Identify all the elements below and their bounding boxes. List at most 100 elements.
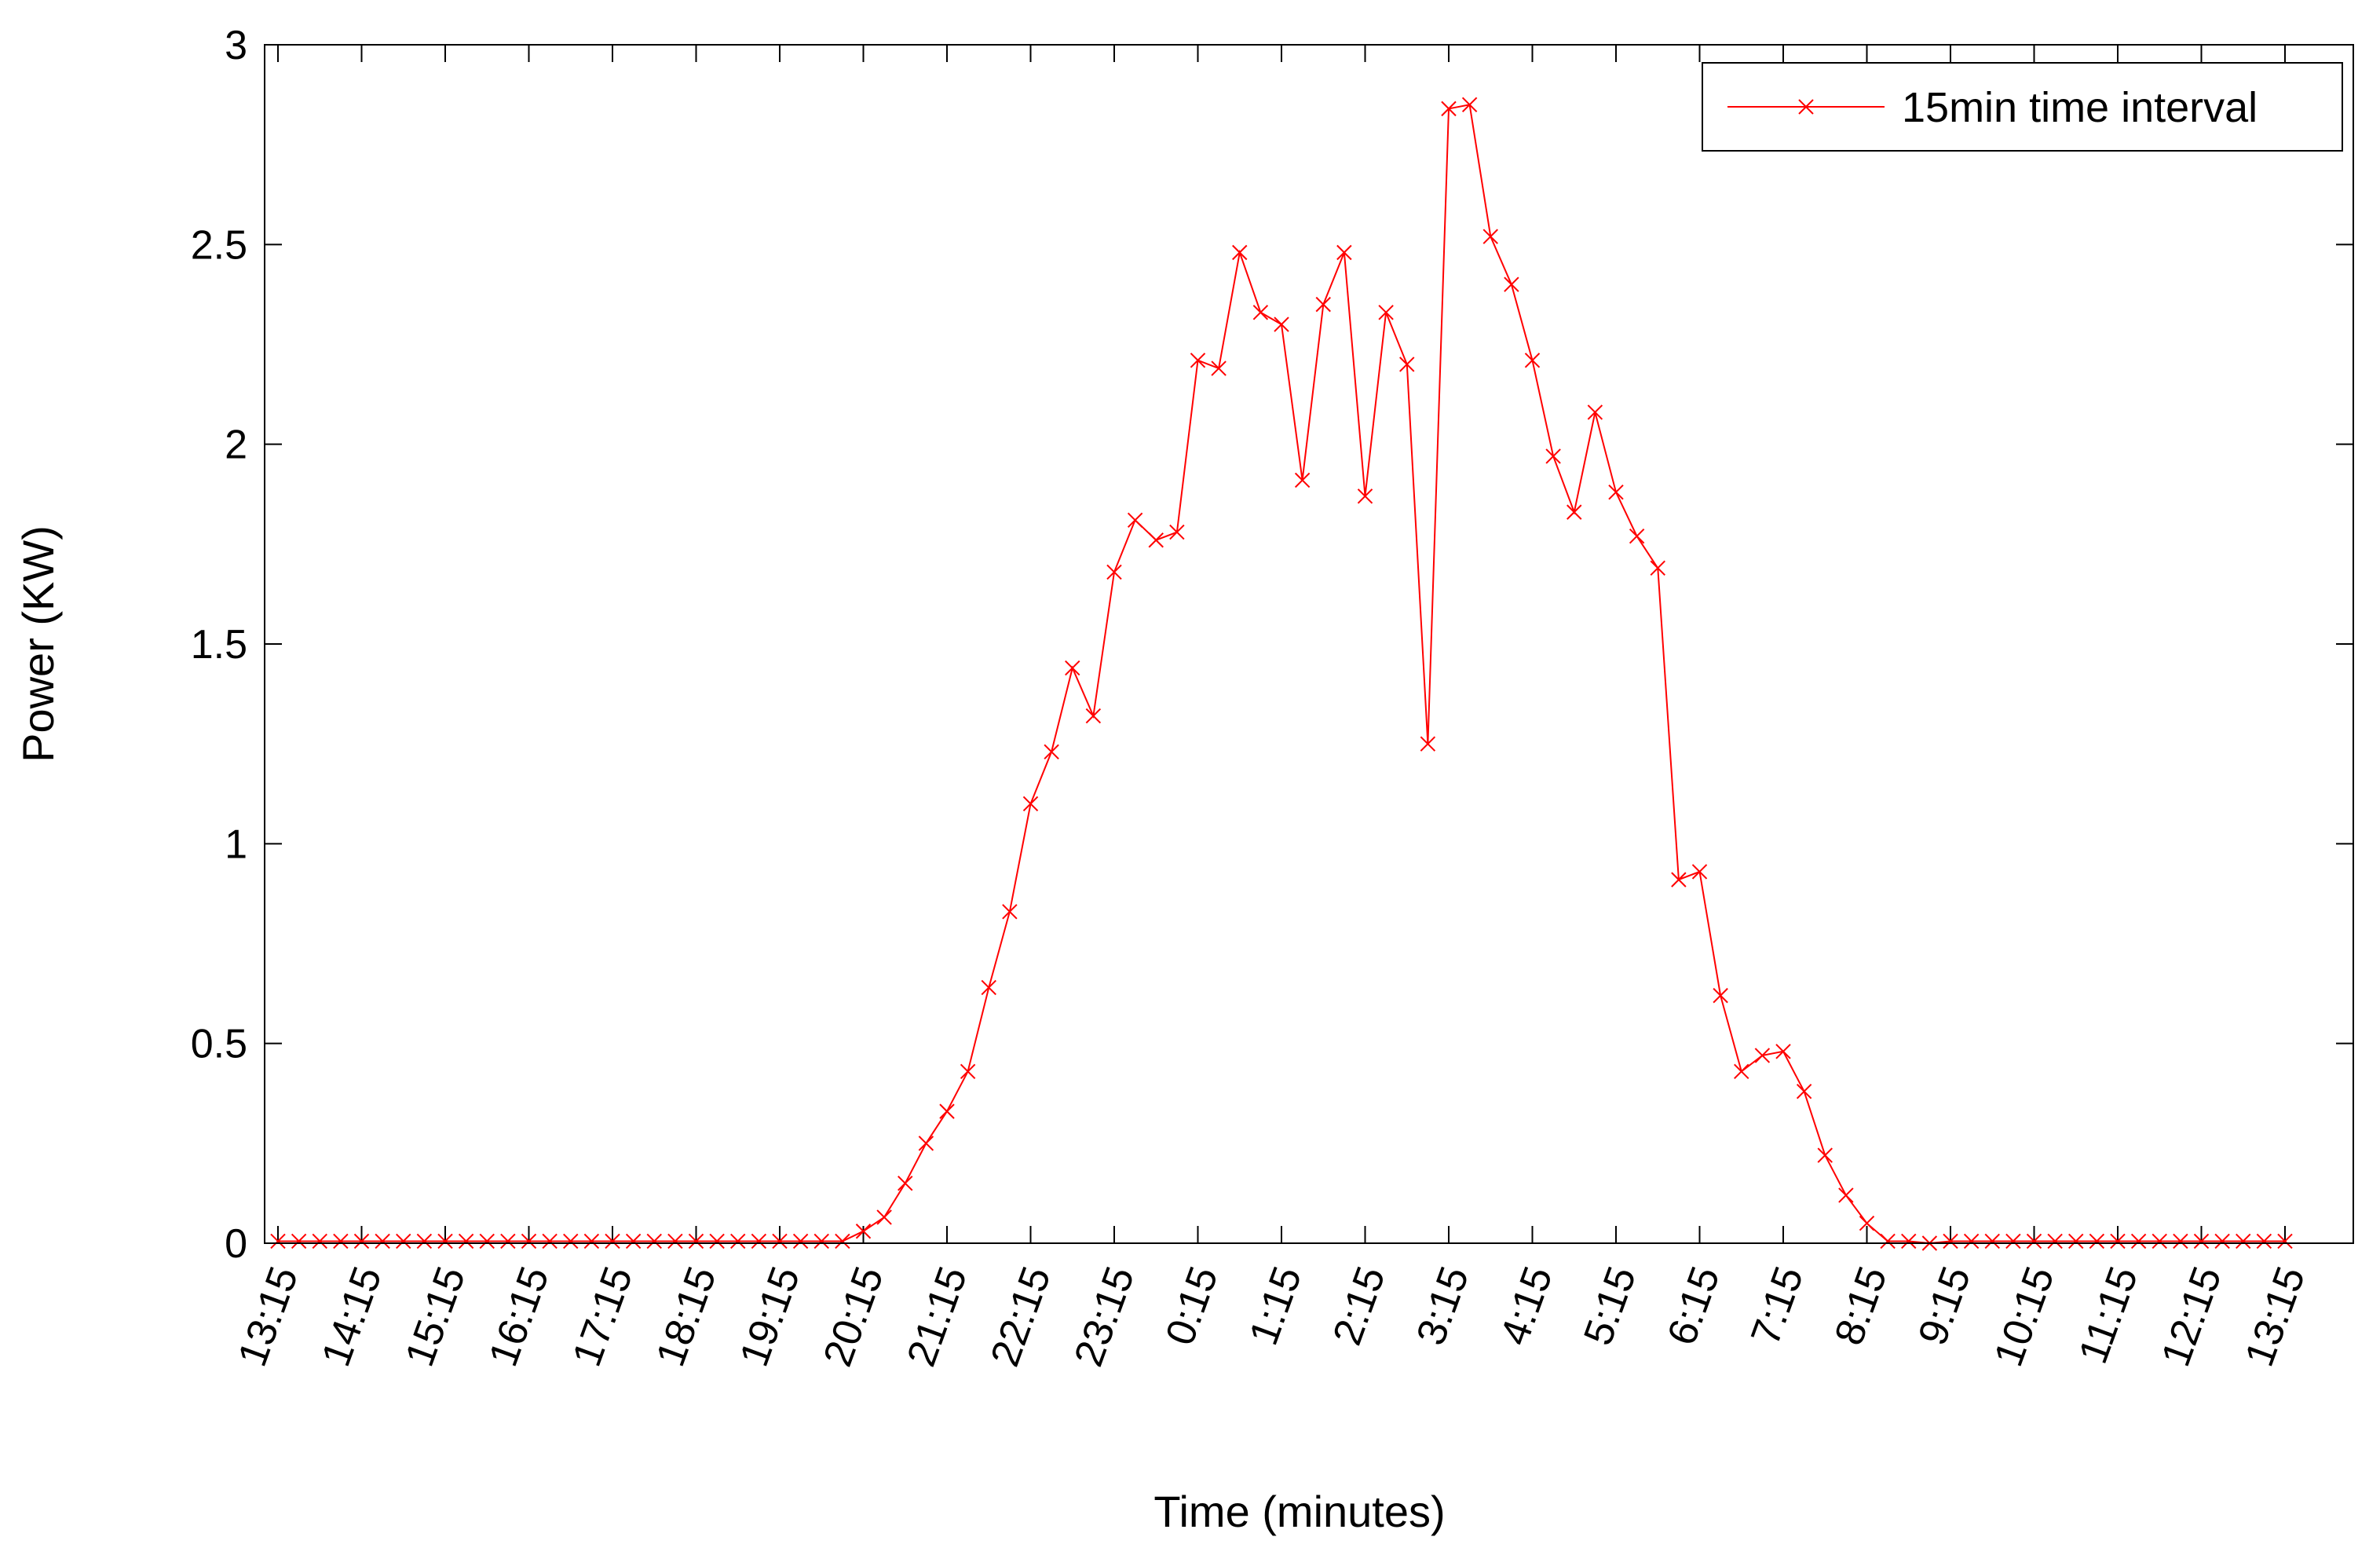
data-point-marker bbox=[1901, 1233, 1917, 1249]
data-point-marker bbox=[1232, 244, 1248, 261]
data-point-marker bbox=[625, 1233, 642, 1249]
data-point-marker bbox=[2089, 1233, 2105, 1249]
data-point-marker bbox=[2193, 1233, 2210, 1249]
data-point-marker bbox=[2256, 1233, 2272, 1249]
data-point-marker bbox=[2214, 1233, 2230, 1249]
series-line bbox=[278, 104, 2285, 1245]
data-point-marker bbox=[1567, 504, 1582, 520]
x-tick-label: 0:15 bbox=[1157, 1260, 1227, 1351]
x-tick-label: 13:15 bbox=[229, 1260, 307, 1372]
data-point-marker bbox=[2005, 1233, 2021, 1249]
y-tick-label: 1 bbox=[225, 821, 247, 867]
data-point-marker bbox=[563, 1233, 579, 1249]
data-point-marker bbox=[1482, 229, 1498, 244]
legend: 15min time interval bbox=[1702, 62, 2343, 152]
data-point-marker bbox=[270, 1233, 286, 1249]
data-point-marker bbox=[353, 1233, 370, 1249]
data-point-marker bbox=[1441, 101, 1457, 117]
data-point-marker bbox=[375, 1233, 390, 1249]
plot-area-frame bbox=[264, 44, 2354, 1244]
data-point-marker bbox=[1545, 448, 1561, 464]
data-point-marker bbox=[730, 1233, 746, 1249]
data-point-marker bbox=[1002, 904, 1018, 920]
data-point-marker bbox=[2110, 1233, 2126, 1249]
data-point-marker bbox=[855, 1224, 872, 1239]
y-tick-label: 1.5 bbox=[191, 622, 247, 668]
data-point-marker bbox=[1169, 524, 1185, 540]
data-point-marker bbox=[1817, 1147, 1833, 1163]
data-point-marker bbox=[1524, 353, 1541, 368]
data-point-marker bbox=[291, 1233, 307, 1249]
data-point-marker bbox=[1838, 1187, 1854, 1203]
data-point-marker bbox=[1650, 560, 1665, 576]
x-tick-label: 7:15 bbox=[1742, 1260, 1812, 1351]
legend-label: 15min time interval bbox=[1902, 84, 2258, 131]
data-point-marker bbox=[1984, 1233, 2000, 1249]
data-point-marker bbox=[960, 1063, 976, 1079]
data-point-marker bbox=[1671, 872, 1687, 887]
data-point-marker bbox=[1336, 244, 1352, 261]
data-point-marker bbox=[1022, 796, 1039, 812]
data-point-marker bbox=[1357, 488, 1373, 504]
data-point-marker bbox=[688, 1233, 704, 1249]
data-point-marker bbox=[2152, 1233, 2167, 1249]
data-point-marker bbox=[437, 1233, 453, 1249]
data-point-marker bbox=[835, 1233, 850, 1249]
data-point-marker bbox=[709, 1233, 725, 1249]
x-tick-label: 17:15 bbox=[564, 1260, 642, 1372]
data-point-marker bbox=[1691, 864, 1708, 880]
x-tick-label: 2:15 bbox=[1325, 1260, 1395, 1351]
y-tick-label: 3 bbox=[225, 23, 247, 68]
x-tick-label: 20:15 bbox=[815, 1260, 893, 1372]
data-point-marker bbox=[500, 1233, 516, 1249]
data-point-marker bbox=[1274, 316, 1289, 332]
data-point-marker bbox=[396, 1233, 411, 1249]
data-point-marker bbox=[1190, 353, 1206, 368]
y-axis-ticks: 0 0.5 1 1.5 2 2.5 3 bbox=[191, 23, 2353, 1267]
data-point-marker bbox=[981, 979, 996, 996]
data-point-marker bbox=[1211, 360, 1227, 376]
data-point-marker bbox=[2026, 1233, 2042, 1249]
data-point-marker bbox=[1504, 276, 1519, 292]
data-point-marker bbox=[1106, 564, 1122, 580]
y-tick-label: 0 bbox=[225, 1221, 247, 1267]
x-tick-label: 14:15 bbox=[313, 1260, 391, 1372]
data-point-marker bbox=[605, 1233, 620, 1249]
y-axis-label: Power (KW) bbox=[13, 525, 63, 763]
y-tick-label: 2.5 bbox=[191, 222, 247, 268]
data-point-marker bbox=[2130, 1233, 2147, 1249]
data-point-marker bbox=[1608, 484, 1624, 500]
data-point-marker bbox=[479, 1233, 495, 1249]
data-point-marker bbox=[1796, 1083, 1812, 1099]
x-tick-label: 15:15 bbox=[397, 1260, 474, 1372]
data-point-marker bbox=[1943, 1233, 1958, 1249]
data-point-marker bbox=[1378, 305, 1394, 320]
data-point-marker bbox=[1399, 357, 1415, 372]
legend-marker bbox=[1798, 99, 1814, 115]
data-point-marker bbox=[1775, 1044, 1791, 1059]
data-point-marker bbox=[1252, 305, 1269, 320]
data-point-marker bbox=[772, 1233, 788, 1249]
data-point-marker bbox=[1085, 708, 1102, 724]
data-point-marker bbox=[1148, 532, 1164, 548]
data-point-marker bbox=[667, 1233, 683, 1249]
x-tick-label: 8:15 bbox=[1826, 1260, 1896, 1351]
x-tick-label: 4:15 bbox=[1492, 1260, 1562, 1351]
data-point-marker bbox=[813, 1233, 829, 1249]
data-point-marker bbox=[1315, 296, 1331, 313]
data-point-marker bbox=[312, 1233, 327, 1249]
data-point-marker bbox=[918, 1136, 934, 1151]
data-point-marker bbox=[416, 1233, 433, 1249]
data-point-marker bbox=[2277, 1233, 2293, 1249]
data-point-marker bbox=[2173, 1233, 2188, 1249]
data-point-marker bbox=[1713, 987, 1728, 1004]
y-tick-label: 2 bbox=[225, 423, 247, 468]
data-point-marker bbox=[458, 1233, 474, 1249]
data-point-marker bbox=[1461, 97, 1478, 113]
x-tick-label: 6:15 bbox=[1659, 1260, 1729, 1351]
x-tick-label: 22:15 bbox=[982, 1260, 1060, 1372]
data-point-marker bbox=[1629, 528, 1645, 544]
x-tick-label: 10:15 bbox=[1986, 1260, 2064, 1372]
x-tick-label: 12:15 bbox=[2153, 1260, 2231, 1372]
data-point-marker bbox=[1754, 1048, 1771, 1063]
